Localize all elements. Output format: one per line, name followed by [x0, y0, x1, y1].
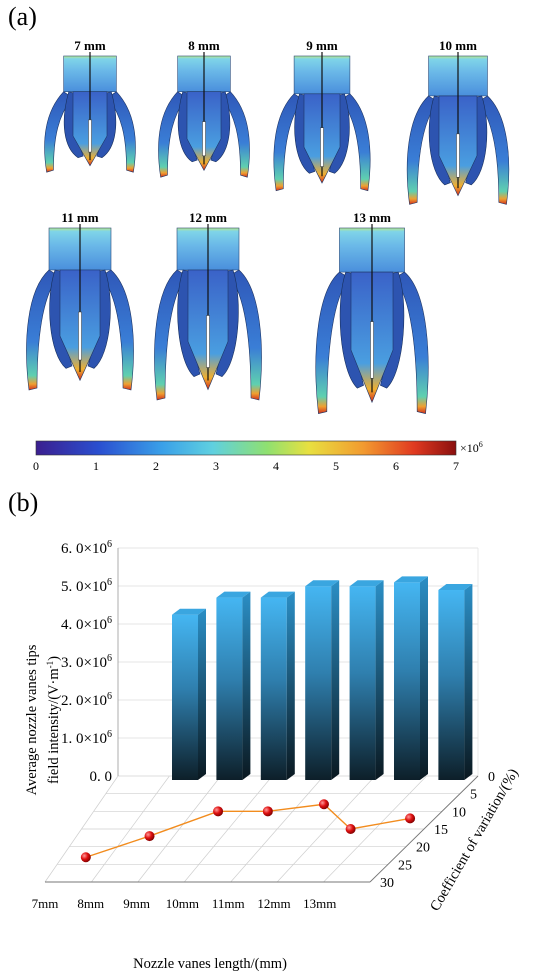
x-tick-label: 12mm [257, 896, 290, 911]
y-tick-label: 5 [470, 788, 477, 803]
colorbar-tick-label: 2 [153, 459, 159, 473]
z-tick-label: 4. 0×106 [61, 615, 112, 633]
cv-line [85, 803, 411, 858]
cv-point [80, 852, 91, 863]
bar [260, 591, 295, 780]
cv-point [213, 806, 224, 817]
y-tick-label: 10 [452, 805, 466, 820]
nozzle-title: 8 mm [188, 38, 220, 53]
y-tick-label: 20 [416, 841, 430, 856]
x-tick-label: 9mm [123, 896, 150, 911]
x-axis-label: Nozzle vanes length/(mm) [133, 956, 287, 972]
colorbar-tick-label: 5 [333, 459, 339, 473]
x-tick-label: 7mm [32, 896, 59, 911]
nozzle-9mm: 9 mm [273, 38, 371, 192]
nozzle-7mm: 7 mm [44, 38, 136, 173]
nozzle-12mm: 12 mm [154, 210, 262, 401]
z-tick-label: 1. 0×106 [61, 729, 112, 747]
y-tick-label: 15 [434, 823, 448, 838]
nozzle-title: 12 mm [189, 210, 227, 225]
z-tick-label: 5. 0×106 [61, 577, 112, 595]
z-tick-label: 0. 0 [90, 769, 113, 785]
z-tick-label: 6. 0×106 [61, 539, 112, 557]
z-tick-label: 2. 0×106 [61, 691, 112, 709]
colorbar-tick-label: 4 [273, 459, 279, 473]
z-tick-label: 3. 0×106 [61, 653, 112, 671]
bar-chart-3d: 6. 0×106 5. 0×106 4. 0×106 3. 0×106 2. 0×106… [24, 539, 522, 972]
bar [438, 584, 473, 780]
x-tick-label: 10mm [166, 896, 199, 911]
colorbar-tick-label: 3 [213, 459, 219, 473]
nozzle-title: 9 mm [306, 38, 338, 53]
nozzle-field-maps: 7 mm 8 mm 9 mm 10 mm 11 mm 12 mm 13 mm 0 1 2 3 4 5 6… [26, 38, 510, 473]
colorbar-tick-label: 0 [33, 459, 39, 473]
nozzle-title: 10 mm [439, 38, 477, 53]
nozzle-title: 7 mm [74, 38, 106, 53]
x-tick-label: 8mm [77, 896, 104, 911]
bar [305, 580, 340, 780]
x-tick-label: 11mm [212, 896, 245, 911]
y-tick-label: 30 [380, 876, 394, 891]
colorbar-tick-label: 7 [453, 459, 459, 473]
cv-point [318, 799, 329, 810]
panel-a-label: (a) [8, 2, 37, 31]
bar [172, 608, 206, 780]
bar [349, 580, 384, 780]
cv-point [345, 824, 356, 834]
z-axis-label-line1: Average nozzle vanes tips [24, 644, 40, 795]
y-tick-label: 0 [488, 770, 495, 785]
panel-b-label: (b) [8, 488, 39, 517]
bar [216, 591, 251, 780]
cv-point [262, 806, 273, 817]
nozzle-8mm: 8 mm [158, 38, 250, 178]
bar [394, 576, 428, 780]
y-tick-label: 25 [398, 858, 412, 873]
nozzle-13mm: 13 mm [315, 210, 429, 414]
colorbar-tick-label: 1 [93, 459, 99, 473]
cv-point [144, 831, 155, 842]
z-axis-label-line2: field intensity/(V·m-1) [45, 656, 62, 784]
nozzle-title: 13 mm [353, 210, 391, 225]
cv-point [405, 813, 416, 824]
colorbar-multiplier: ×106 [460, 440, 483, 455]
nozzle-11mm: 11 mm [26, 210, 134, 391]
nozzle-10mm: 10 mm [406, 38, 510, 205]
nozzle-title: 11 mm [61, 210, 98, 225]
x-tick-label: 13mm [303, 896, 336, 911]
colorbar-tick-label: 6 [393, 459, 399, 473]
colorbar [35, 440, 457, 456]
